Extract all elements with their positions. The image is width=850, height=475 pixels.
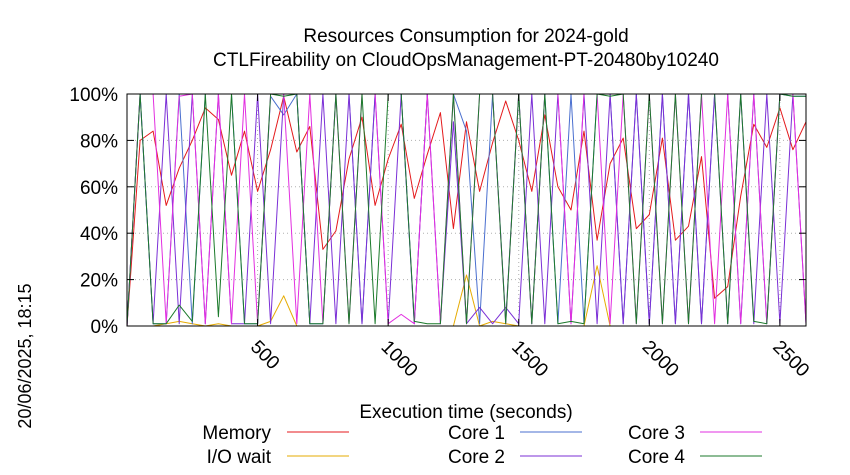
- x-tick-label: 1500: [507, 337, 552, 382]
- legend-label-core-4: Core 4: [628, 447, 685, 468]
- y-tick-label: 60%: [80, 178, 118, 199]
- y-tick-label: 20%: [80, 271, 118, 292]
- grid-lines: [127, 93, 806, 327]
- y-tick-label: 80%: [80, 131, 118, 152]
- plot-frame: [126, 93, 807, 327]
- series-line-core-4: [126, 93, 806, 327]
- chart-title: Resources Consumption for 2024-gold: [303, 26, 628, 47]
- legend: Memory I/O wait Core 1 Core 2 Core 3 Core 4: [202, 423, 762, 468]
- y-tick-label: 100%: [69, 85, 118, 106]
- y-tick-label: 40%: [80, 224, 118, 245]
- series-line-core-3: [126, 93, 807, 327]
- x-tick-label: 2500: [768, 337, 813, 382]
- series-line-core-2: [126, 93, 807, 327]
- legend-label-core-3: Core 3: [628, 423, 685, 444]
- series-lines: [126, 93, 807, 327]
- y-tick-label: 0%: [91, 317, 119, 338]
- series-line-memory: [126, 95, 807, 327]
- legend-label-i-o-wait: I/O wait: [207, 447, 272, 468]
- x-tick-label: 500: [246, 337, 283, 374]
- legend-label-core-2: Core 2: [448, 447, 505, 468]
- x-tick-label: 2000: [638, 337, 683, 382]
- legend-label-memory: Memory: [202, 423, 271, 444]
- x-tick-label: 1000: [377, 337, 422, 382]
- timestamp-label: 20/06/2025, 18:15: [15, 283, 35, 428]
- x-axis-label: Execution time (seconds): [359, 402, 572, 423]
- chart-subtitle: CTLFireability on CloudOpsManagement-PT-…: [213, 50, 719, 71]
- legend-label-core-1: Core 1: [448, 423, 505, 444]
- series-line-core-1: [126, 93, 806, 327]
